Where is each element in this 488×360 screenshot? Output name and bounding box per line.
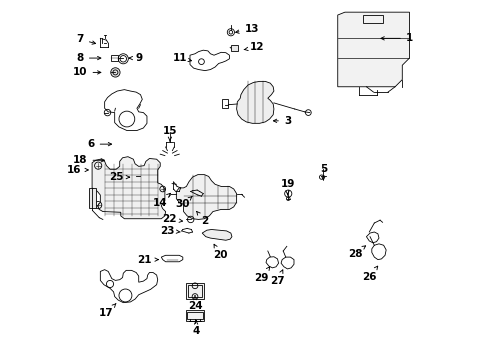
Text: 14: 14 bbox=[153, 193, 170, 208]
Text: 23: 23 bbox=[160, 226, 180, 236]
Polygon shape bbox=[176, 175, 236, 220]
Text: 27: 27 bbox=[270, 270, 284, 286]
Text: 18: 18 bbox=[73, 155, 104, 165]
Text: 8: 8 bbox=[77, 53, 101, 63]
Text: 29: 29 bbox=[254, 267, 269, 283]
Polygon shape bbox=[236, 81, 273, 123]
Bar bbox=[221, 99, 227, 108]
Bar bbox=[187, 312, 202, 319]
Text: 7: 7 bbox=[77, 35, 95, 44]
Bar bbox=[186, 283, 203, 299]
Text: 21: 21 bbox=[137, 255, 158, 265]
Text: 6: 6 bbox=[87, 139, 111, 149]
Text: 11: 11 bbox=[172, 53, 191, 63]
Bar bbox=[230, 45, 238, 51]
Text: 5: 5 bbox=[319, 164, 326, 180]
Text: 16: 16 bbox=[67, 165, 88, 175]
Text: 10: 10 bbox=[73, 67, 101, 77]
Text: 25: 25 bbox=[109, 172, 129, 182]
Text: 12: 12 bbox=[244, 42, 264, 52]
Bar bbox=[88, 188, 96, 208]
Text: 17: 17 bbox=[99, 303, 116, 318]
Text: 22: 22 bbox=[162, 215, 182, 224]
Bar bbox=[111, 55, 118, 61]
Bar bbox=[185, 310, 204, 321]
Polygon shape bbox=[337, 12, 408, 87]
Text: 28: 28 bbox=[347, 246, 365, 258]
Text: 20: 20 bbox=[212, 244, 227, 260]
Text: 19: 19 bbox=[280, 179, 294, 195]
Text: 24: 24 bbox=[187, 296, 202, 311]
Text: 4: 4 bbox=[192, 320, 200, 336]
Text: 9: 9 bbox=[129, 53, 142, 63]
Text: 30: 30 bbox=[175, 197, 192, 210]
Text: 13: 13 bbox=[235, 24, 258, 35]
Polygon shape bbox=[202, 229, 231, 240]
Bar bbox=[362, 15, 382, 23]
Polygon shape bbox=[92, 157, 165, 219]
Text: 15: 15 bbox=[163, 126, 177, 141]
Circle shape bbox=[110, 68, 120, 77]
Text: 26: 26 bbox=[361, 266, 377, 282]
Text: 3: 3 bbox=[273, 116, 290, 126]
Text: 1: 1 bbox=[380, 33, 412, 43]
Bar bbox=[188, 285, 202, 297]
Text: 2: 2 bbox=[196, 211, 208, 226]
